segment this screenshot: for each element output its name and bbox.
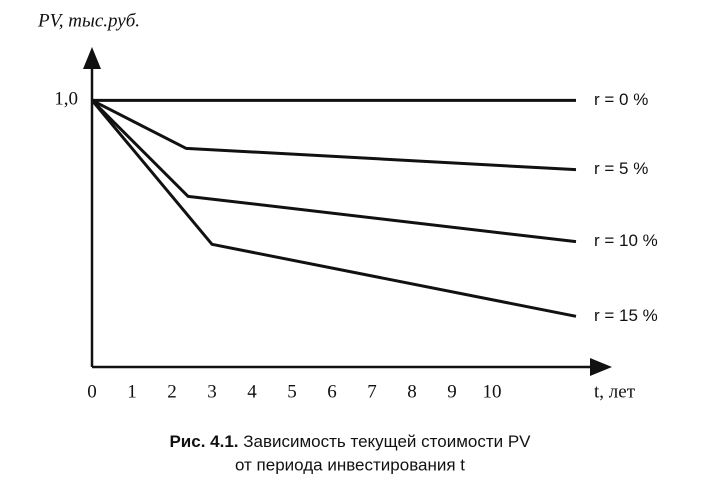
series-label: r = 0 %: [594, 90, 648, 109]
x-tick-label: 0: [87, 381, 97, 402]
x-tick-label: 8: [407, 381, 417, 402]
x-axis-arrow: [590, 358, 612, 376]
caption-line: Зависимость текущей стоимости PV: [243, 432, 531, 451]
x-tick-label: 7: [367, 381, 377, 402]
x-tick-label: 4: [247, 381, 257, 402]
x-axis-label: t, лет: [594, 381, 636, 402]
caption-line: от периода инвестирования t: [235, 455, 465, 474]
y-axis-label: PV, тыс.руб.: [37, 10, 140, 31]
x-tick-label: 3: [207, 381, 217, 402]
series-line: [90, 99, 577, 318]
y-axis-arrow: [83, 47, 101, 69]
series-line: [91, 98, 577, 172]
series-label: r = 10 %: [594, 231, 658, 250]
x-tick-label: 10: [483, 381, 502, 402]
series-label: r = 15 %: [594, 306, 658, 325]
x-tick-label: 5: [287, 381, 297, 402]
series-line: [90, 99, 577, 244]
x-tick-label: 6: [327, 381, 337, 402]
y-tick-label: 1,0: [54, 89, 78, 110]
x-tick-label: 9: [447, 381, 457, 402]
caption-label: Рис. 4.1.: [169, 432, 238, 451]
x-tick-label: 2: [167, 381, 177, 402]
x-tick-label: 1: [127, 381, 137, 402]
caption: Рис. 4.1. Зависимость текущей стоимости …: [169, 432, 531, 451]
series-label: r = 5 %: [594, 159, 648, 178]
